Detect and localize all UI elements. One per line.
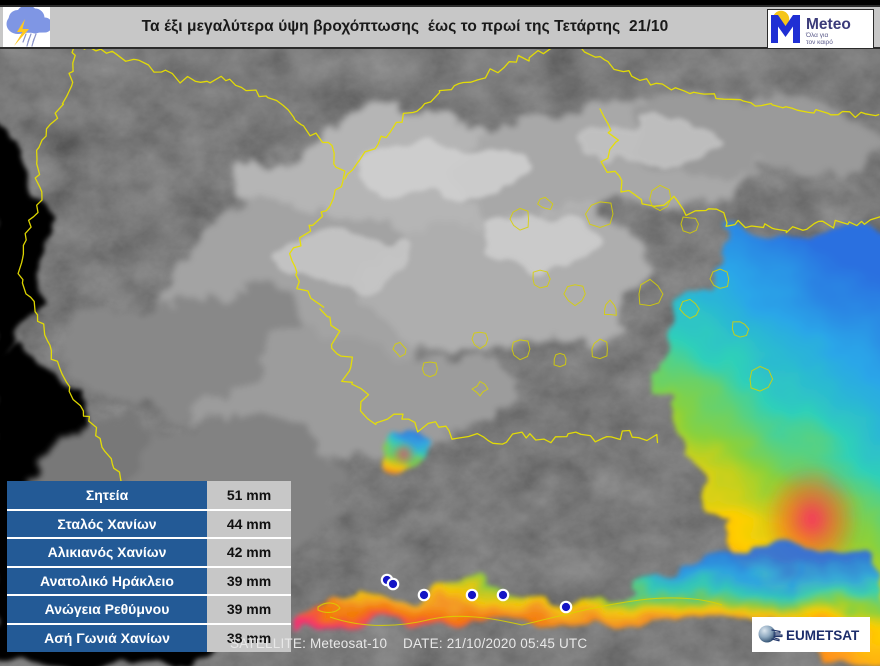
svg-text:Όλα για: Όλα για — [805, 32, 828, 39]
svg-text:EUMETSAT: EUMETSAT — [786, 628, 860, 643]
svg-text:τον καιρό: τον καιρό — [806, 38, 833, 46]
svg-text:Meteo: Meteo — [806, 16, 851, 33]
